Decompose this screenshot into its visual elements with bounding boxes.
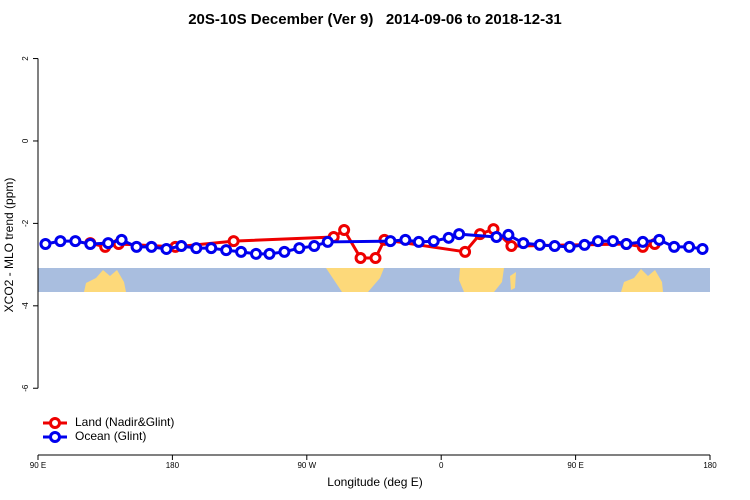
legend-label: Land (Nadir&Glint)	[75, 415, 174, 429]
y-axis-label: XCO2 - MLO trend (ppm)	[2, 178, 16, 313]
x-tick-label: 90 E	[30, 461, 46, 470]
data-point	[308, 240, 321, 253]
data-point	[668, 240, 681, 253]
data-point	[190, 242, 203, 255]
legend-label: Ocean (Glint)	[75, 429, 146, 443]
data-point	[160, 242, 173, 255]
chart-title: 20S-10S December (Ver 9) 2014-09-06 to 2…	[188, 11, 562, 28]
data-point	[578, 238, 591, 251]
data-point	[145, 240, 158, 253]
data-point	[517, 237, 530, 250]
data-point	[412, 235, 425, 248]
data-point	[442, 231, 455, 244]
data-point	[369, 252, 382, 265]
data-point	[696, 242, 709, 255]
data-point	[205, 242, 218, 255]
data-point	[505, 240, 518, 253]
data-point	[533, 238, 546, 251]
data-point	[384, 235, 397, 248]
data-point	[69, 235, 82, 248]
x-tick-label: 0	[439, 461, 444, 470]
data-point	[354, 252, 367, 265]
data-point	[459, 245, 472, 258]
y-tick-label: 0	[21, 138, 30, 143]
land-shape	[459, 268, 504, 292]
x-tick-label: 180	[703, 461, 717, 470]
data-point	[453, 228, 466, 241]
y-tick-label: -6	[21, 384, 30, 392]
land-shape	[621, 269, 663, 292]
legend-marker	[49, 417, 61, 429]
data-point	[427, 235, 440, 248]
x-tick-label: 90 E	[567, 461, 583, 470]
data-point	[683, 240, 696, 253]
data-point	[620, 237, 633, 250]
land-shape	[510, 272, 516, 290]
y-tick-label: -4	[21, 302, 30, 310]
x-axis-label: Longitude (deg E)	[327, 475, 422, 489]
data-point	[502, 228, 515, 241]
data-point	[548, 240, 561, 253]
data-point	[338, 223, 351, 236]
legend-marker	[49, 431, 61, 443]
data-point	[250, 247, 263, 260]
y-tick-label: -2	[21, 219, 30, 227]
data-point	[490, 230, 503, 243]
land-shape	[84, 270, 126, 292]
data-point	[636, 235, 649, 248]
data-point	[84, 237, 97, 250]
land-shape	[326, 268, 384, 292]
data-point	[293, 242, 306, 255]
data-point	[220, 244, 233, 257]
data-point	[175, 240, 188, 253]
data-point	[399, 233, 412, 246]
data-point	[54, 235, 67, 248]
y-tick-label: 2	[21, 56, 30, 61]
data-point	[227, 235, 240, 248]
data-point	[115, 233, 128, 246]
data-point	[130, 240, 143, 253]
map-band	[38, 268, 710, 292]
data-point	[102, 237, 115, 250]
x-tick-label: 90 W	[297, 461, 316, 470]
data-point	[263, 247, 276, 260]
data-point	[39, 237, 52, 250]
data-point	[653, 233, 666, 246]
x-tick-label: 180	[166, 461, 180, 470]
data-point	[606, 235, 619, 248]
data-point	[321, 235, 334, 248]
data-point	[235, 245, 248, 258]
data-point	[563, 240, 576, 253]
data-point	[592, 235, 604, 248]
data-point	[278, 245, 291, 258]
